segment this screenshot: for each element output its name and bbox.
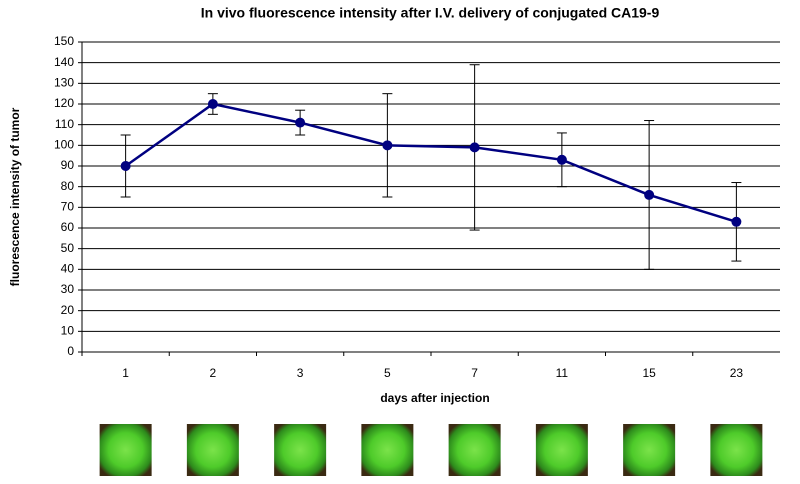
y-tick-label: 80 <box>61 179 75 193</box>
x-tick-label: 2 <box>210 366 217 380</box>
data-point <box>120 161 131 171</box>
data-point <box>295 117 306 128</box>
y-tick-label: 150 <box>54 34 74 48</box>
y-tick-label: 70 <box>61 200 75 214</box>
chart-title: In vivo fluorescence intensity after I.V… <box>201 5 660 21</box>
data-point <box>556 154 567 165</box>
y-tick-label: 50 <box>61 241 75 255</box>
y-tick-label: 20 <box>61 303 75 317</box>
tumor-image <box>274 424 327 476</box>
x-tick-label: 11 <box>556 366 569 380</box>
x-tick-label: 23 <box>730 366 744 380</box>
y-tick-label: 100 <box>54 138 74 152</box>
x-axis-title: days after injection <box>380 391 489 405</box>
x-tick-label: 1 <box>122 366 129 380</box>
tumor-image <box>710 424 763 476</box>
y-tick-label: 90 <box>61 158 75 172</box>
x-tick-label: 7 <box>471 366 478 380</box>
tumor-image <box>535 424 588 476</box>
tumor-image <box>361 424 414 476</box>
data-line <box>124 102 737 223</box>
data-point <box>469 142 480 153</box>
y-tick-label: 0 <box>67 344 74 358</box>
data-point <box>382 140 393 151</box>
y-axis-title: fluorescence intensity of tumor <box>8 107 22 286</box>
x-tick-label: 5 <box>384 366 391 380</box>
y-tick-label: 110 <box>55 117 74 131</box>
data-point <box>644 189 655 200</box>
data-point <box>207 99 218 109</box>
y-tick-label: 130 <box>54 76 74 90</box>
y-tick-label: 10 <box>61 324 75 338</box>
y-tick-label: 120 <box>54 96 74 110</box>
tumor-image <box>448 424 501 476</box>
y-tick-label: 140 <box>54 55 74 69</box>
y-tick-label: 60 <box>61 220 75 234</box>
tumor-image <box>186 424 239 476</box>
y-tick-label: 40 <box>61 262 75 276</box>
data-point <box>731 216 742 227</box>
tumor-image <box>623 424 676 476</box>
tumor-image <box>99 424 152 476</box>
y-tick-label: 30 <box>61 282 75 296</box>
x-tick-label: 15 <box>642 366 656 380</box>
x-tick-label: 3 <box>297 366 304 380</box>
